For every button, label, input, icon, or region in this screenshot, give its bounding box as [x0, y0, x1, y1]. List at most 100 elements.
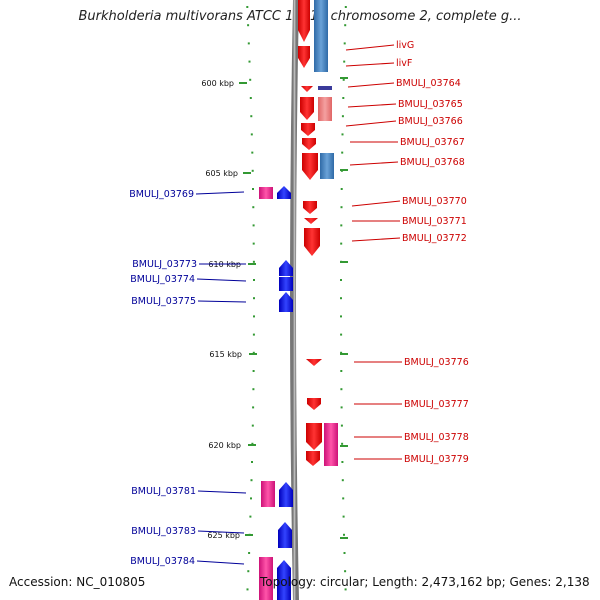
- gene-label-03778[interactable]: BMULJ_03778: [404, 432, 469, 443]
- tick-dot-left: [252, 206, 255, 209]
- gene-label-03770[interactable]: BMULJ_03770: [402, 196, 467, 207]
- gene-arrow-03766: [301, 123, 315, 136]
- tick-dot-right: [340, 388, 343, 391]
- tick-dot-right: [343, 533, 345, 536]
- feature-block-livG: [314, 0, 328, 72]
- tick-dot-left: [248, 60, 251, 63]
- gene-label-03765[interactable]: BMULJ_03765: [398, 99, 463, 110]
- tick-dot-left: [252, 260, 255, 263]
- left-gene-labels: BMULJ_03769 BMULJ_03773 BMULJ_03774 BMUL…: [129, 189, 247, 567]
- tick-dot-right: [342, 97, 345, 99]
- tick-dot-right: [340, 242, 343, 245]
- forward-strand-features: [298, 0, 338, 466]
- gene-arrow-03770: [303, 201, 317, 214]
- leader-03775: [197, 300, 247, 303]
- tick-dot-left: [252, 406, 255, 409]
- gene-label-03767[interactable]: BMULJ_03767: [400, 137, 465, 148]
- gene-label-03772[interactable]: BMULJ_03772: [402, 233, 467, 244]
- tick-dot-left: [252, 333, 255, 336]
- tick-dot-left: [250, 497, 252, 500]
- leader-livG: [345, 44, 395, 51]
- gene-label-03768[interactable]: BMULJ_03768: [400, 157, 465, 168]
- scale-label-600: 600 kbp: [201, 79, 234, 88]
- tick-dot-left: [248, 552, 251, 554]
- gene-arrow-03767: [302, 138, 316, 150]
- gene-arrow-03778: [306, 423, 322, 450]
- tick-dot-right: [341, 442, 344, 445]
- tick-dot-right: [340, 279, 342, 281]
- reverse-strand-features: [259, 186, 293, 600]
- leader-03770: [351, 200, 401, 207]
- tick-dot-right: [340, 370, 343, 372]
- gene-label-03764[interactable]: BMULJ_03764: [396, 78, 461, 89]
- tick-dot-left: [252, 388, 255, 391]
- tick-dot-right: [344, 6, 347, 8]
- tick-dot-right: [340, 224, 343, 227]
- tick-dot-right: [340, 333, 343, 336]
- gene-label-03779[interactable]: BMULJ_03779: [404, 454, 469, 465]
- tick-dot-right: [340, 206, 343, 209]
- gene-arrow-03779: [306, 451, 320, 466]
- tick-dot-right: [344, 24, 347, 27]
- gene-arrow-03774: [279, 277, 293, 291]
- gene-label-03777[interactable]: BMULJ_03777: [404, 399, 469, 410]
- tick-dot-left: [247, 24, 250, 27]
- leader-livF: [345, 62, 395, 67]
- gene-label-03781[interactable]: BMULJ_03781: [131, 486, 196, 497]
- scale-label-615: 615 kbp: [209, 350, 242, 359]
- gene-label-03776[interactable]: BMULJ_03776: [404, 357, 469, 368]
- tick-dot-left: [253, 315, 255, 318]
- gene-arrow-livG: [298, 0, 310, 42]
- tick-dot-right: [343, 60, 346, 63]
- gene-label-03784[interactable]: BMULJ_03784: [130, 556, 195, 567]
- gene-label-03773[interactable]: BMULJ_03773: [132, 259, 197, 270]
- tick-dot-right: [341, 479, 344, 482]
- gene-label-03766[interactable]: BMULJ_03766: [398, 116, 463, 127]
- gene-label-03783[interactable]: BMULJ_03783: [131, 526, 196, 537]
- gene-label-03774[interactable]: BMULJ_03774: [130, 274, 195, 285]
- tick-dot-left: [251, 442, 254, 445]
- gene-arrow-03776: [306, 359, 322, 366]
- scale-label-620: 620 kbp: [208, 441, 241, 450]
- tick-dot-left: [251, 424, 254, 427]
- tick-dot-right: [342, 497, 345, 500]
- tick-dot-left: [246, 6, 249, 8]
- leader-03765: [347, 103, 397, 108]
- tick-dot-left: [247, 570, 250, 573]
- tick-dot-left: [252, 370, 255, 372]
- scale-label-605: 605 kbp: [205, 169, 238, 178]
- tick-dot-right: [344, 570, 347, 573]
- tick-dot-left: [249, 515, 252, 518]
- scale-label-625: 625 kbp: [207, 531, 240, 540]
- scale-labels: 600 kbp 605 kbp 610 kbp 615 kbp 620 kbp …: [201, 79, 257, 540]
- tick-dot-right: [342, 515, 345, 518]
- gene-arrow-03777: [307, 398, 321, 410]
- tick-dot-left: [250, 115, 253, 118]
- tick-dot-left: [246, 588, 249, 591]
- tick-marks: [246, 6, 348, 591]
- feature-block-03764: [318, 86, 332, 90]
- gene-label-livG[interactable]: livG: [396, 40, 414, 51]
- leader-03768: [349, 161, 399, 166]
- gene-label-03775[interactable]: BMULJ_03775: [131, 296, 196, 307]
- tick-dot-right: [341, 133, 344, 136]
- gene-arrow-livF: [298, 46, 310, 68]
- gene-label-livF[interactable]: livF: [396, 58, 412, 69]
- accession-text: Accession: NC_010805: [9, 575, 146, 589]
- gene-arrow-03772: [304, 228, 320, 256]
- gene-label-03771[interactable]: BMULJ_03771: [402, 216, 467, 227]
- gene-arrow-03775: [279, 292, 293, 312]
- tick-dot-left: [252, 351, 255, 354]
- feature-block-03768: [320, 153, 334, 179]
- gene-arrow-03783: [278, 522, 292, 548]
- tick-dot-right: [340, 351, 343, 354]
- tick-dot-left: [251, 151, 254, 154]
- leader-03769: [195, 191, 245, 195]
- gene-arrow-03773: [279, 260, 293, 276]
- tick-dot-left: [253, 297, 255, 300]
- gene-label-03769[interactable]: BMULJ_03769: [129, 189, 194, 200]
- tick-dot-right: [340, 297, 342, 300]
- tick-dot-right: [340, 406, 343, 409]
- tick-dot-left: [252, 224, 255, 227]
